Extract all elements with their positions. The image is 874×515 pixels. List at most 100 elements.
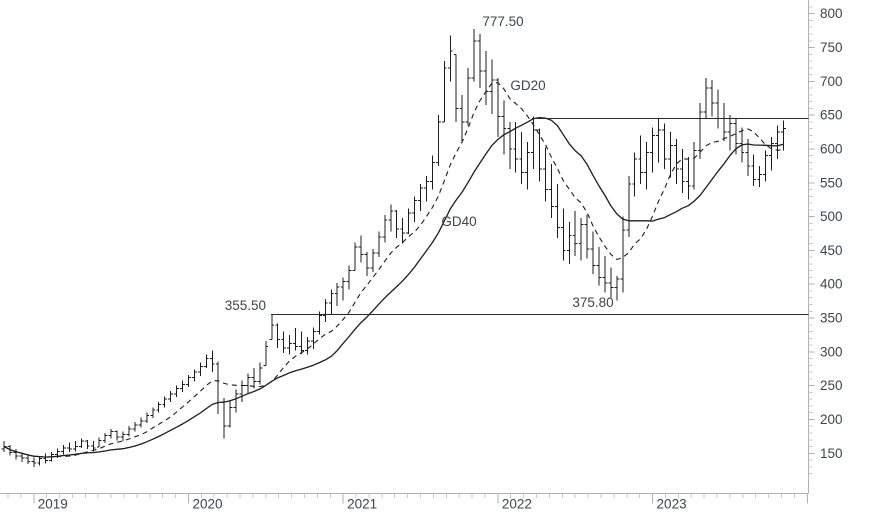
ohlc-bar xyxy=(150,407,156,419)
ohlc-bar xyxy=(138,417,144,428)
ohlc-bar xyxy=(495,77,501,137)
ohlc-bar xyxy=(132,422,138,432)
y-axis-label: 500 xyxy=(820,209,843,224)
ohlc-bar xyxy=(691,142,697,190)
ohlc-bar xyxy=(305,336,310,355)
ohlc-bar xyxy=(572,211,578,256)
x-axis-label: 2019 xyxy=(38,497,68,512)
ohlc-bar xyxy=(751,154,757,187)
ohlc-bar xyxy=(775,125,780,160)
y-axis-label: 550 xyxy=(820,175,843,190)
ohlc-bar xyxy=(501,100,507,155)
level-lines xyxy=(271,118,809,315)
ohlc-bar xyxy=(656,118,661,163)
ohlc-bar xyxy=(114,430,120,441)
x-axis-label: 2023 xyxy=(657,497,687,512)
annotation-label: 355.50 xyxy=(225,298,266,313)
chart-annotations: 777.50 GD20 GD40 355.50 375.80 xyxy=(225,14,614,313)
ohlc-bar xyxy=(519,132,525,185)
ohlc-bar xyxy=(620,216,626,293)
ohlc-bar xyxy=(435,115,441,166)
ohlc-bar xyxy=(156,401,162,413)
ohlc-bar xyxy=(239,380,245,402)
ohlc-bar xyxy=(668,132,673,178)
ohlc-bar xyxy=(388,204,394,232)
ohlc-bar xyxy=(186,374,191,388)
ohlc-bar xyxy=(763,150,768,182)
ohlc-bar xyxy=(626,176,632,237)
ohlc-bar xyxy=(703,77,709,119)
ohlc-bar xyxy=(590,231,596,275)
ohlc-bar xyxy=(334,282,340,306)
ohlc-bar xyxy=(430,155,435,190)
ohlc-bar xyxy=(596,247,602,286)
ohlc-bar xyxy=(715,89,721,129)
ohlc-bar xyxy=(638,135,644,185)
ohlc-bar xyxy=(257,362,263,385)
ohlc-bar xyxy=(25,453,31,465)
ohlc-bar xyxy=(144,412,150,423)
ohlc-bar xyxy=(311,327,316,350)
ohlc-bar xyxy=(644,142,649,190)
annotation-label: 777.50 xyxy=(482,14,523,29)
ohlc-bar xyxy=(168,391,173,402)
ohlc-bar xyxy=(721,102,727,141)
ohlc-bar xyxy=(364,251,370,277)
ohlc-bar xyxy=(543,147,548,202)
ohlc-bar xyxy=(769,136,774,171)
ohlc-bar xyxy=(251,368,257,389)
y-axis-label: 250 xyxy=(820,378,843,393)
price-axis: 150 200 250 300 350 400 450 500 550 600 650 700 750 8… xyxy=(808,6,843,475)
ohlc-bar xyxy=(549,163,554,218)
ohlc-bar xyxy=(120,431,126,442)
ohlc-bar xyxy=(370,249,376,273)
ohlc-bar xyxy=(584,215,590,259)
ohlc-bar xyxy=(453,53,459,122)
ohlc-bar xyxy=(489,59,495,114)
ohlc-bar xyxy=(108,428,114,439)
ohlc-bar xyxy=(465,67,471,126)
ohlc-bar xyxy=(745,138,751,177)
y-axis-label: 450 xyxy=(820,243,843,258)
y-axis-label: 350 xyxy=(820,311,843,326)
ohlc-bar xyxy=(382,215,388,243)
ohlc-bar xyxy=(180,380,185,392)
x-axis-label: 2022 xyxy=(502,497,532,512)
ohlc-bar xyxy=(412,196,417,223)
ohlc-bar xyxy=(61,445,66,455)
ohlc-bar xyxy=(221,397,227,439)
ohlc-bar xyxy=(578,217,584,261)
ohlc-bar xyxy=(209,350,215,373)
ohlc-bar xyxy=(328,289,334,314)
ohlc-bar xyxy=(650,127,655,173)
ohlc-bar xyxy=(281,331,287,354)
ohlc-bar xyxy=(513,121,519,173)
ohlc-bar xyxy=(31,457,37,467)
ohlc-bar xyxy=(566,222,572,264)
y-axis-label: 650 xyxy=(820,108,843,123)
ohlc-bar xyxy=(316,311,322,335)
ohlc-bar xyxy=(346,265,352,290)
ohlc-bar xyxy=(614,276,620,301)
ohlc-bar xyxy=(447,35,453,82)
ohlc-bar xyxy=(78,438,84,448)
ohlc-bar xyxy=(608,267,614,298)
gd40-line xyxy=(3,117,784,458)
ohlc-bar xyxy=(662,123,667,170)
ohlc-bar xyxy=(245,373,251,394)
ohlc-bar xyxy=(483,50,489,106)
y-axis-label: 800 xyxy=(820,6,843,21)
ohlc-bar xyxy=(67,442,72,452)
ohlc-bar xyxy=(418,184,423,212)
y-axis-label: 700 xyxy=(820,74,843,89)
ohlc-bar xyxy=(43,453,49,464)
ohlc-bar xyxy=(679,148,685,193)
ohlc-bar xyxy=(197,362,203,377)
ohlc-bar xyxy=(269,314,275,341)
ohlc-bar xyxy=(233,389,239,413)
ohlc-bar xyxy=(632,152,638,197)
ohlc-bar xyxy=(162,396,168,408)
ohlc-bar xyxy=(174,385,179,398)
ohlc-bar xyxy=(709,79,715,117)
